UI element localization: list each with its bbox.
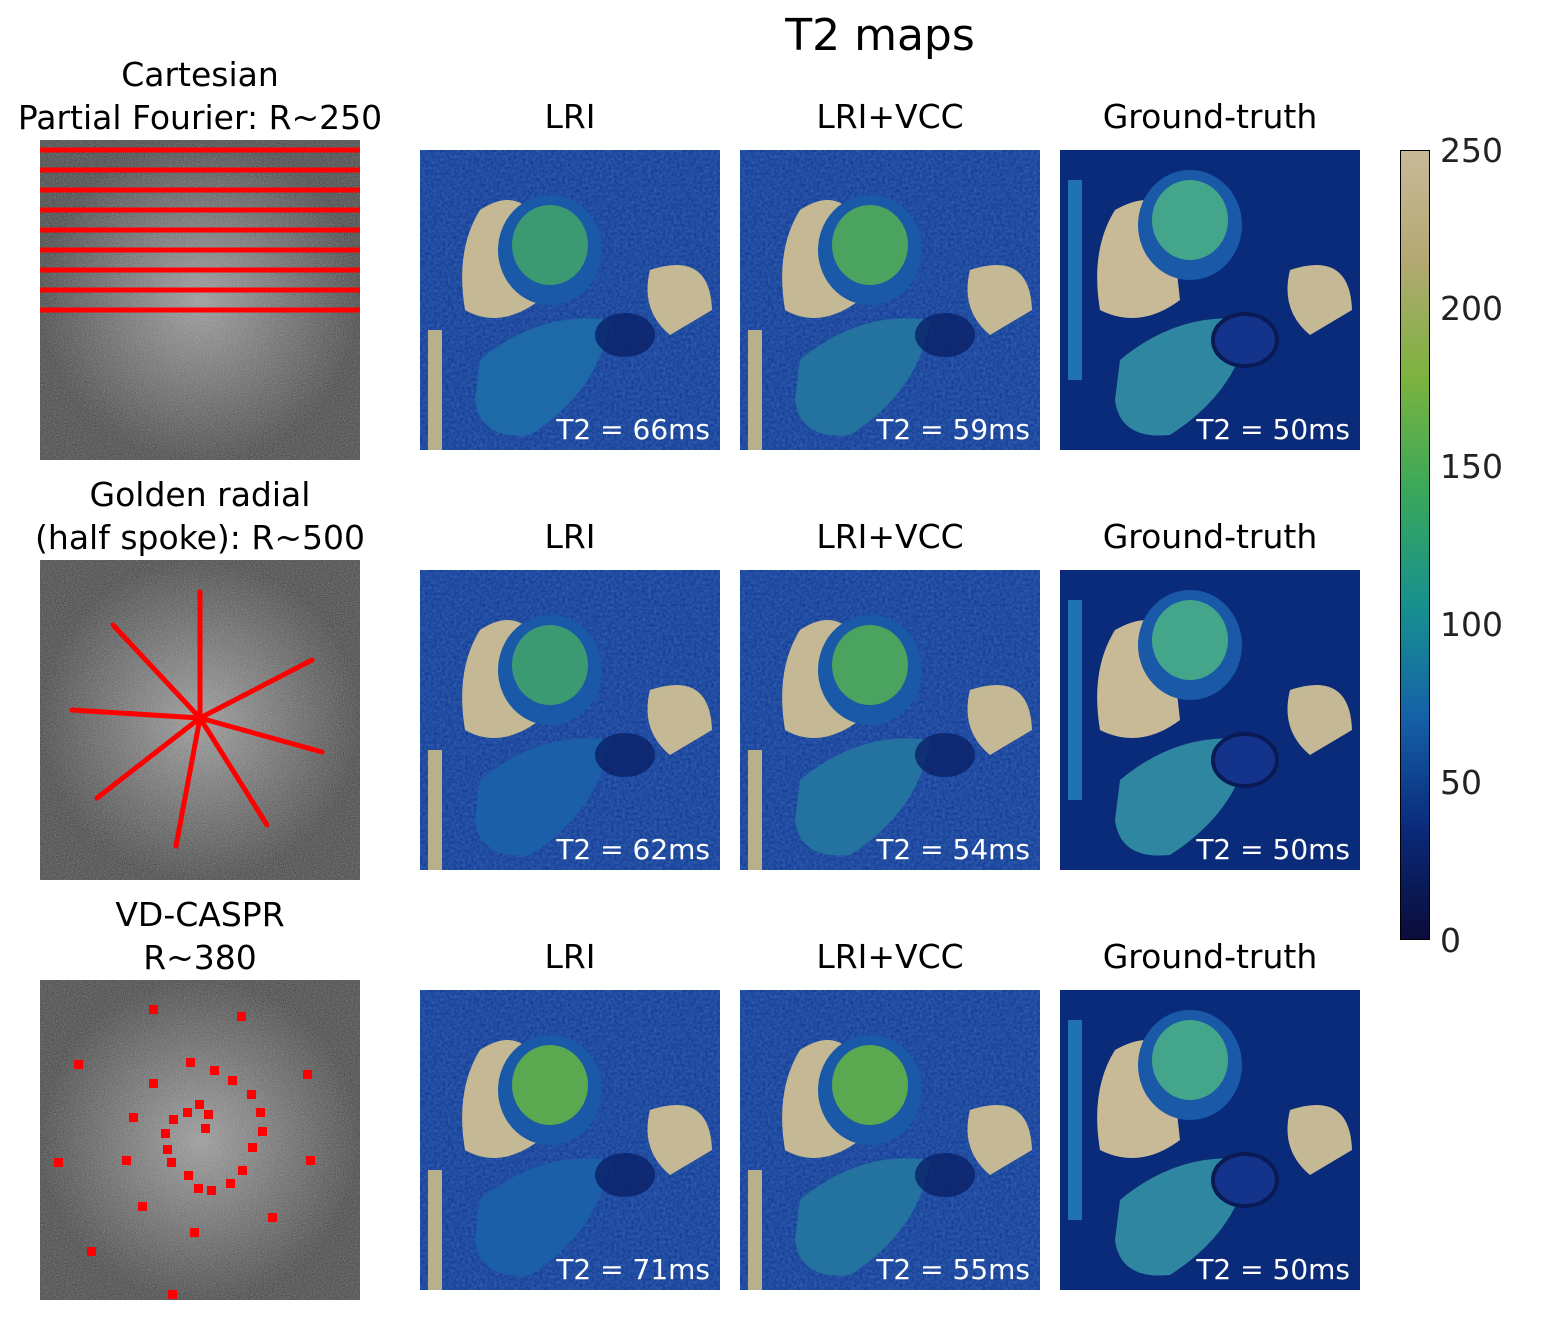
column-header-lri: LRI (544, 517, 596, 556)
row-label-radial: Golden radial (half spoke): R~500 (0, 473, 405, 559)
colorbar-tick: 100 (1440, 605, 1503, 644)
row-label-vd-caspr: VD-CASPR R~380 (0, 893, 405, 979)
row-label-line: VD-CASPR (115, 895, 285, 934)
column-header-lri-vcc: LRI+VCC (816, 97, 964, 136)
column-header-lri-vcc: LRI+VCC (816, 937, 964, 976)
t2-map-lri-vd-caspr: T2 = 71ms (420, 990, 720, 1290)
t2-value-label: T2 = 59ms (876, 413, 1030, 446)
row-label-line: R~380 (143, 938, 257, 977)
colorbar-tick: 50 (1440, 763, 1482, 802)
colorbar-tick: 200 (1440, 289, 1503, 328)
t2-value-label: T2 = 71ms (556, 1253, 710, 1286)
colorbar-tick: 0 (1440, 921, 1461, 960)
colorbar-tick: 250 (1440, 131, 1503, 170)
row-label-cartesian: Cartesian Partial Fourier: R~250 (0, 53, 405, 139)
column-header-lri-vcc: LRI+VCC (816, 517, 964, 556)
row-label-line: Cartesian (121, 55, 279, 94)
column-header-ground-truth: Ground-truth (1102, 517, 1318, 556)
t2-map-lri-vcc-radial: T2 = 54ms (740, 570, 1040, 870)
t2-map-ground-truth-cartesian: T2 = 50ms (1060, 150, 1360, 450)
t2-map-lri-cartesian: T2 = 66ms (420, 150, 720, 450)
colorbar (1400, 150, 1430, 940)
t2-value-label: T2 = 50ms (1196, 1253, 1350, 1286)
column-header-ground-truth: Ground-truth (1102, 97, 1318, 136)
t2-map-ground-truth-radial: T2 = 50ms (1060, 570, 1360, 870)
t2-value-label: T2 = 55ms (876, 1253, 1030, 1286)
column-header-ground-truth: Ground-truth (1102, 937, 1318, 976)
t2-value-label: T2 = 54ms (876, 833, 1030, 866)
column-header-lri: LRI (544, 97, 596, 136)
t2-map-lri-vcc-vd-caspr: T2 = 55ms (740, 990, 1040, 1290)
row-label-line: Golden radial (89, 475, 311, 514)
t2-value-label: T2 = 62ms (556, 833, 710, 866)
kspace-vd-caspr-panel (40, 980, 360, 1300)
figure-title: T2 maps (785, 10, 975, 61)
column-header-lri: LRI (544, 937, 596, 976)
t2-value-label: T2 = 50ms (1196, 833, 1350, 866)
t2-map-ground-truth-vd-caspr: T2 = 50ms (1060, 990, 1360, 1290)
t2-map-lri-radial: T2 = 62ms (420, 570, 720, 870)
t2-value-label: T2 = 50ms (1196, 413, 1350, 446)
t2-value-label: T2 = 66ms (556, 413, 710, 446)
kspace-cartesian-panel (40, 140, 360, 460)
t2-map-lri-vcc-cartesian: T2 = 59ms (740, 150, 1040, 450)
kspace-radial-panel (40, 560, 360, 880)
row-label-line: Partial Fourier: R~250 (17, 98, 383, 137)
row-label-line: (half spoke): R~500 (35, 518, 365, 557)
colorbar-tick: 150 (1440, 447, 1503, 486)
